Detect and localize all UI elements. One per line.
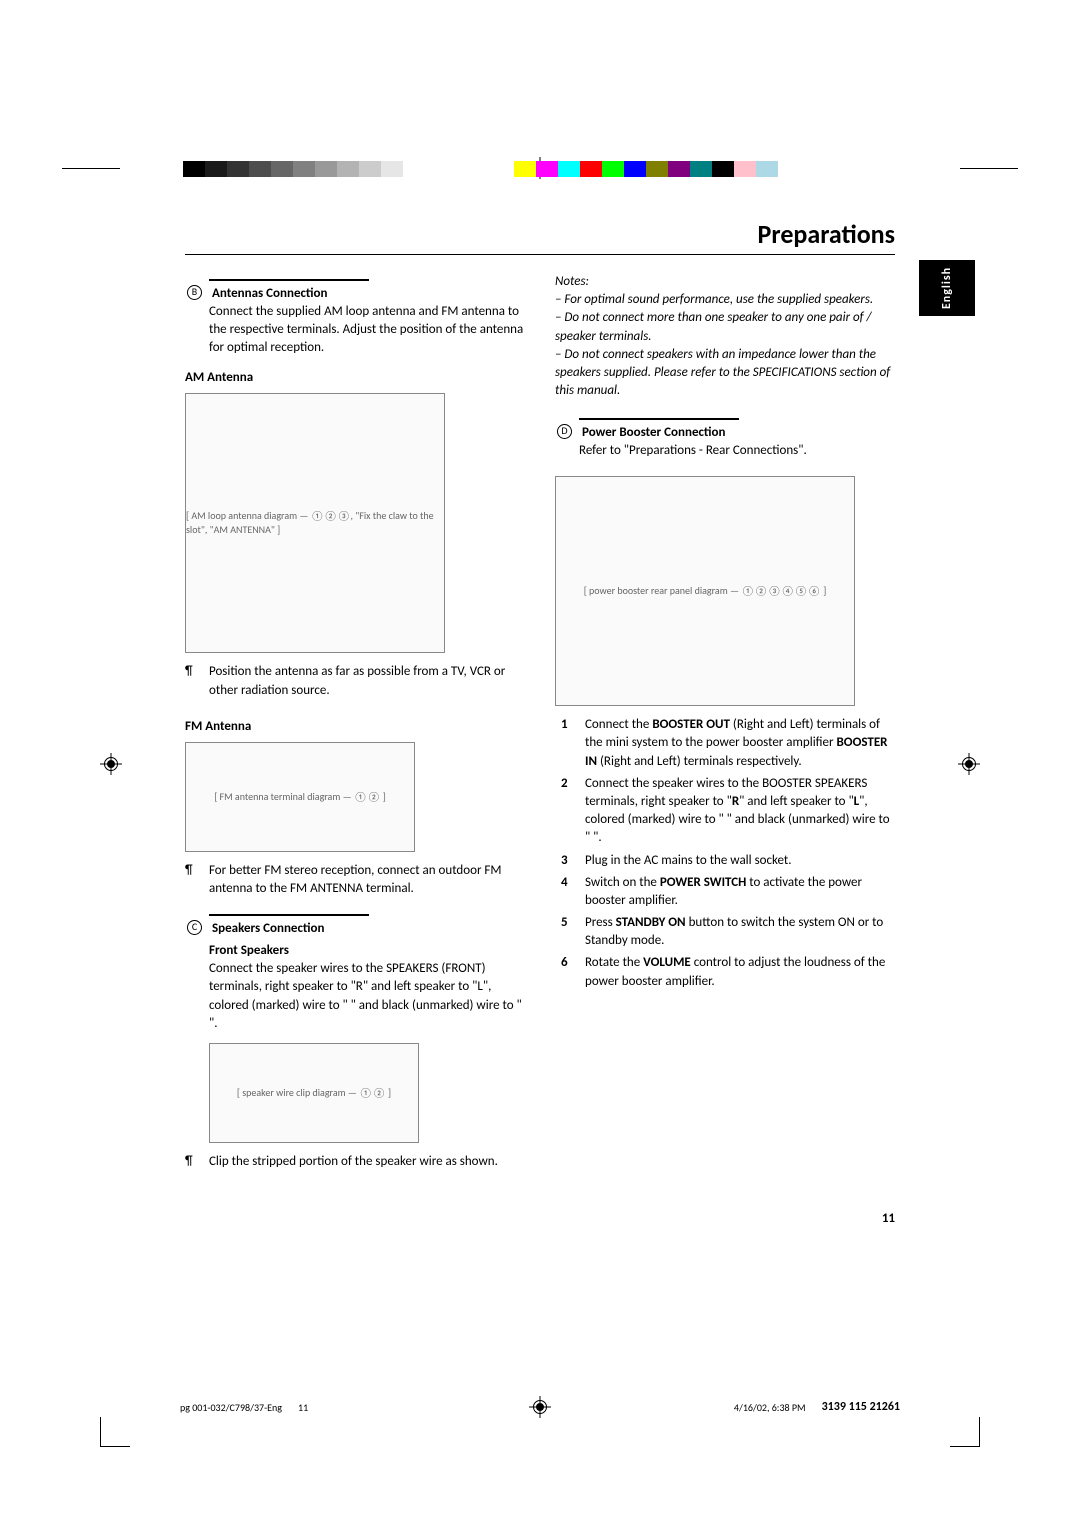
reg-line-right [960,168,1018,169]
reg-line-left [62,168,120,169]
step-number: 6 [561,954,575,990]
notes-list: – For optimal sound performance, use the… [555,291,895,400]
fm-antenna-heading: FM Antenna [185,718,525,736]
fm-antenna-note: ¶ For better FM stereo reception, connec… [185,862,525,898]
swatch [359,161,381,177]
step-item: 2Connect the speaker wires to the BOOSTE… [561,775,895,848]
speaker-clip-diagram: [ speaker wire clip diagram — ①② ] [209,1043,419,1143]
speaker-clip-note: ¶ Clip the stripped portion of the speak… [185,1153,525,1171]
step-text: Connect the BOOSTER OUT (Right and Left)… [585,716,895,771]
swatch [668,161,690,177]
crop-mark-bottom-right [950,1417,980,1447]
crop-mark-bottom-left [100,1417,130,1447]
step-item: 3 Plug in the AC mains to the wall socket… [561,852,895,870]
swatch [712,161,734,177]
am-antenna-diagram: [ AM loop antenna diagram — ①②③, "Fix th… [185,393,445,653]
step-text: Plug in the AC mains to the wall socket. [585,852,792,870]
side-registration-mark-left [100,753,122,775]
grayscale-swatches [183,161,425,177]
swatch [690,161,712,177]
swatch [756,161,778,177]
section-d-body: Refer to "Preparations - Rear Connection… [579,442,895,460]
swatch [381,161,403,177]
am-antenna-note-text: Position the antenna as far as possible … [209,663,525,699]
step-number: 2 [561,775,575,848]
swatch [580,161,602,177]
bullet-mark: ¶ [185,862,199,898]
bullet-mark: ¶ [185,1153,199,1171]
swatch [227,161,249,177]
page-content: Preparations English B Antennas Connecti… [185,218,895,1226]
swatch [205,161,227,177]
notes-heading: Notes: [555,273,895,291]
section-c-title: Speakers Connection [212,920,324,938]
section-b-body: Connect the supplied AM loop antenna and… [209,303,525,358]
footer-datetime: 4/16/02, 6:38 PM [734,1401,806,1414]
step-item: 1Connect the BOOSTER OUT (Right and Left… [561,716,895,771]
note-item: – Do not connect speakers with an impeda… [555,346,895,401]
swatch [403,161,425,177]
language-tab-label: English [940,267,954,309]
swatch [271,161,293,177]
bullet-mark: ¶ [185,663,199,699]
step-number: 1 [561,716,575,771]
side-registration-mark-right [958,753,980,775]
page-title: Preparations [185,218,895,254]
right-column: Notes: – For optimal sound performance, … [555,273,895,1171]
step-number: 5 [561,914,575,950]
step-item: 4 Switch on the POWER SWITCH to activate … [561,874,895,910]
front-speakers-heading: Front Speakers [209,942,525,960]
step-text: Rotate the VOLUME control to adjust the … [585,954,895,990]
step-text: Connect the speaker wires to the BOOSTER… [585,775,895,848]
fm-antenna-note-text: For better FM stereo reception, connect … [209,862,525,898]
section-b-heading: B Antennas Connection [209,285,525,303]
section-c-heading: C Speakers Connection [209,920,525,938]
am-antenna-note: ¶ Position the antenna as far as possibl… [185,663,525,699]
section-d-marker: D [557,424,572,439]
section-b-marker: B [187,285,202,300]
footer-registration-mark [529,1396,551,1418]
left-column: B Antennas Connection Connect the suppli… [185,273,525,1171]
steps-list: 1Connect the BOOSTER OUT (Right and Left… [561,716,895,991]
footer-page: 11 [298,1401,308,1414]
title-rule [185,254,895,255]
step-number: 4 [561,874,575,910]
speaker-clip-note-text: Clip the stripped portion of the speaker… [209,1153,498,1171]
page-number: 11 [185,1211,895,1226]
power-booster-diagram: [ power booster rear panel diagram — ①②③… [555,476,855,706]
swatch [624,161,646,177]
note-item: – Do not connect more than one speaker t… [555,309,895,345]
section-d-title: Power Booster Connection [582,424,726,442]
footer-file: pg 001-032/C798/37-Eng [180,1401,282,1414]
footer-docnum: 3139 115 21261 [822,1400,900,1414]
fm-antenna-diagram: [ FM antenna terminal diagram — ①② ] [185,742,415,852]
step-text: Switch on the POWER SWITCH to activate t… [585,874,895,910]
swatch [734,161,756,177]
step-item: 6 Rotate the VOLUME control to adjust the… [561,954,895,990]
swatch [536,161,558,177]
am-antenna-heading: AM Antenna [185,369,525,387]
swatch [315,161,337,177]
printer-registration-bar [0,155,1080,183]
swatch [514,161,536,177]
section-b-title: Antennas Connection [212,285,328,303]
step-item: 5 Press STANDBY ON button to switch the s… [561,914,895,950]
step-text: Press STANDBY ON button to switch the sy… [585,914,895,950]
swatch [183,161,205,177]
section-d-heading: D Power Booster Connection [579,424,895,442]
step-number: 3 [561,852,575,870]
swatch [337,161,359,177]
swatch [293,161,315,177]
note-item: – For optimal sound performance, use the… [555,291,895,309]
footer: pg 001-032/C798/37-Eng 11 4/16/02, 6:38 … [180,1400,900,1414]
section-c-marker: C [187,920,202,935]
section-c-body: Connect the speaker wires to the SPEAKER… [209,960,525,1033]
swatch [558,161,580,177]
language-tab: English [919,260,975,316]
color-swatches [514,161,778,177]
swatch [249,161,271,177]
swatch [602,161,624,177]
swatch [646,161,668,177]
